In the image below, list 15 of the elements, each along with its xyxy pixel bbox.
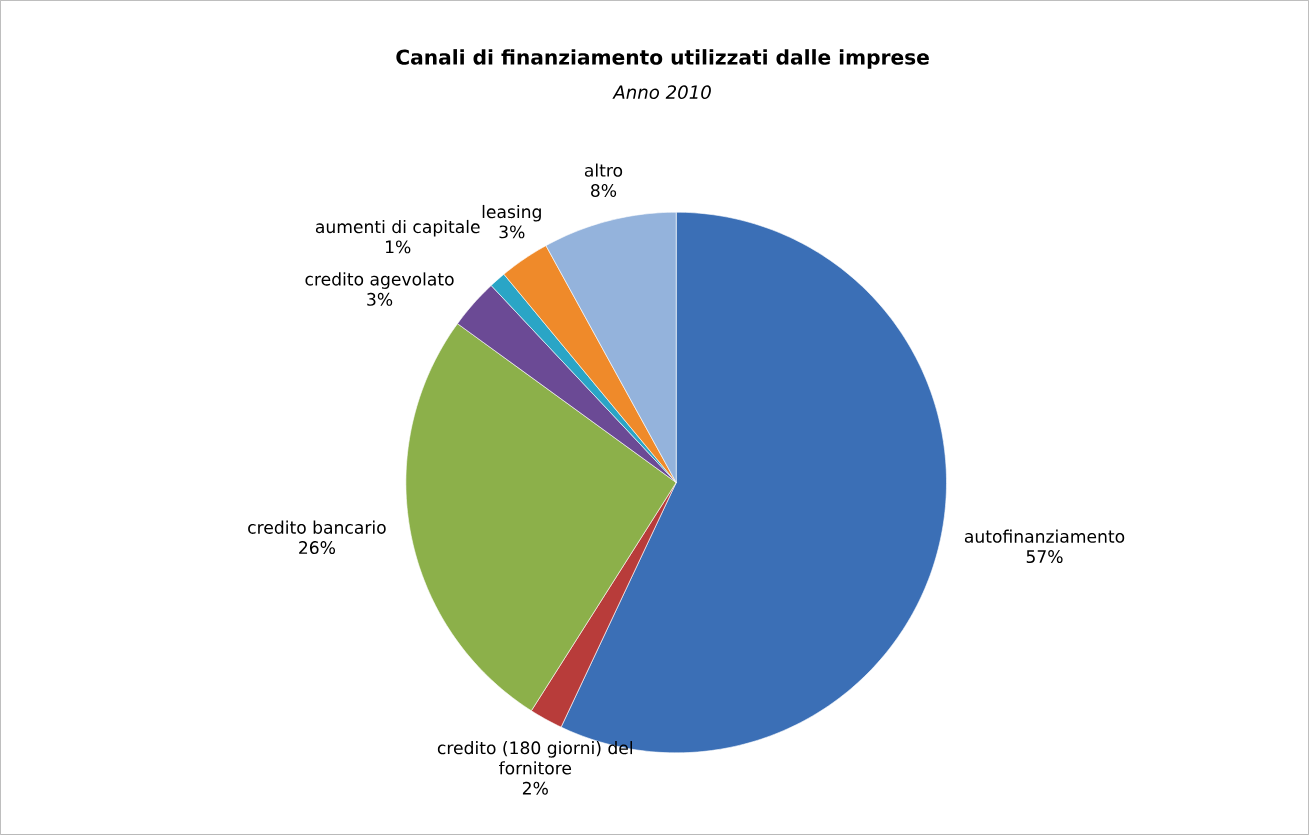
slice-label: altro <box>584 163 623 177</box>
slice-label: leasing <box>482 204 541 222</box>
data-label: 1% <box>385 240 411 254</box>
data-label: 57% <box>1026 550 1063 564</box>
data-label: 3% <box>499 225 525 239</box>
data-label: 8% <box>591 184 617 198</box>
chart-title: Canali di finanziamento utilizzati dalle imprese <box>396 49 929 69</box>
chart-subtitle: Anno 2010 <box>612 85 711 100</box>
data-label: 3% <box>367 292 393 306</box>
slice-label: aumenti di capitale <box>315 219 480 237</box>
slice-label: autofinanziamento <box>964 529 1125 543</box>
data-label: 26% <box>299 541 336 555</box>
slice-label: credito bancario <box>248 520 386 534</box>
slice-label: credito agevolato <box>305 272 454 289</box>
data-label: 2% <box>522 781 548 795</box>
